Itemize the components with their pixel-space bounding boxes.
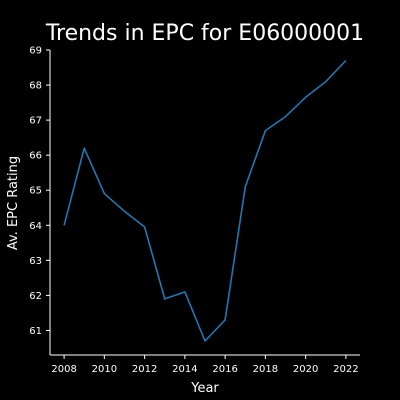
x-tick-label: 2010 (92, 364, 117, 375)
y-tick-label: 67 (29, 116, 42, 127)
y-tick-label: 62 (29, 291, 42, 302)
y-tick-label: 69 (29, 46, 42, 57)
x-tick-label: 2022 (333, 364, 358, 375)
y-tick-label: 61 (29, 326, 42, 337)
x-tick-label: 2020 (293, 364, 318, 375)
y-tick-label: 68 (29, 81, 42, 92)
y-axis-label: Av. EPC Rating (6, 156, 21, 250)
y-tick-label: 63 (29, 256, 42, 267)
y-tick-label: 64 (29, 221, 42, 232)
y-tick-label: 65 (29, 186, 42, 197)
plot-area: 2008 2010 2012 2014 2016 2018 2020 2022 61 62 63 64… (29, 46, 360, 375)
x-tick-label: 2016 (212, 364, 237, 375)
chart-title: Trends in EPC for E06000001 (45, 21, 364, 46)
y-tick-label: 66 (29, 151, 42, 162)
x-tick-label: 2008 (51, 364, 76, 375)
x-tick-label: 2012 (132, 364, 157, 375)
x-axis-label: Year (190, 381, 219, 396)
x-tick-label: 2018 (253, 364, 278, 375)
series-line (63, 59, 347, 342)
x-tick-label: 2014 (172, 364, 197, 375)
